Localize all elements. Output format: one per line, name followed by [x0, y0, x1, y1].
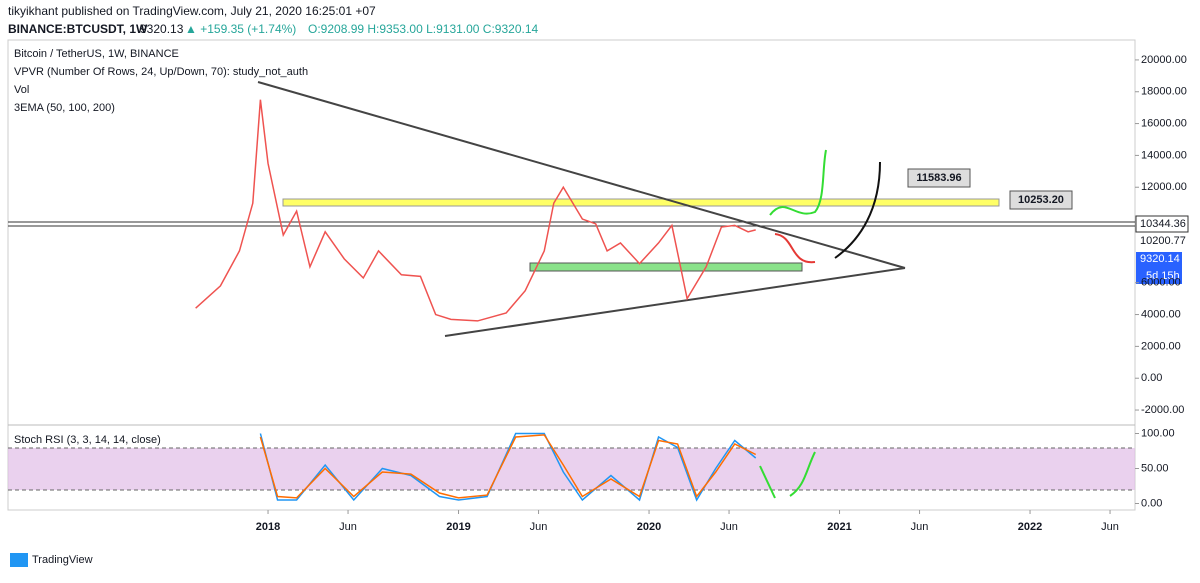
annotation: 10253.20: [1018, 194, 1064, 206]
annotation-box: [1009, 190, 1073, 210]
arrow: [769, 149, 827, 216]
legend-label: 3EMA (50, 100, 200): [14, 102, 115, 114]
y-tick-label: 0.00: [1141, 497, 1162, 509]
price-tag: [1136, 252, 1182, 284]
y-tick-label: 20000.00: [1141, 54, 1187, 66]
x-tick-label: Jun: [339, 521, 357, 533]
change: ▲ +159.35 (+1.74%): [185, 22, 296, 36]
arrow: [834, 161, 881, 259]
y-tick-label: 100.00: [1141, 427, 1175, 439]
x-tick-label: 2022: [1018, 521, 1042, 533]
logo: [10, 553, 28, 567]
ohlc: O:9208.99 H:9353.00 L:9131.00 C:9320.14: [308, 22, 539, 36]
y-tick-label: -2000.00: [1141, 404, 1184, 416]
frame: [7, 39, 1136, 511]
price-line: [195, 99, 756, 322]
legend-label: Bitcoin / TetherUS, 1W, BINANCE: [14, 48, 179, 60]
trend-line: [444, 267, 906, 337]
x-tick-label: 2020: [637, 521, 661, 533]
y-tick-label: 4000.00: [1141, 308, 1181, 320]
legend-label: VPVR (Number Of Rows, 24, Up/Down, 70): …: [14, 66, 308, 78]
trend-line: [257, 81, 906, 269]
publisher: tikyikhant published on TradingView.com,…: [8, 4, 376, 18]
support-zone: [529, 262, 803, 272]
price-tag: [1135, 215, 1189, 233]
x-tick-label: Jun: [530, 521, 548, 533]
y-tick-label: 14000.00: [1141, 149, 1187, 161]
y-tick-label: 0.00: [1141, 372, 1162, 384]
arrow: [759, 451, 816, 499]
legend-label: Stoch RSI (3, 3, 14, 14, close): [14, 434, 161, 446]
y-tick-label: 6000.00: [1141, 277, 1181, 289]
annotation: 11583.96: [916, 172, 961, 184]
annotation-box: [907, 168, 971, 188]
last: 9320.13: [140, 22, 184, 36]
price-tag-label: 9320.14: [1140, 253, 1180, 265]
x-tick-label: Jun: [720, 521, 738, 533]
arrow: [774, 233, 816, 264]
footer: TradingView: [32, 554, 93, 566]
y-tick-label: 16000.00: [1141, 117, 1187, 129]
y-tick-label: 50.00: [1141, 462, 1169, 474]
price-tag-label: 5d 15h: [1146, 270, 1180, 282]
symbol: BINANCE:BTCUSDT, 1W: [8, 22, 148, 36]
x-tick-label: Jun: [911, 521, 929, 533]
legend-label: Vol: [14, 84, 29, 96]
x-tick-label: 2021: [827, 521, 851, 533]
price-tag-label: 10344.36: [1140, 218, 1186, 230]
y-tick-label: 2000.00: [1141, 340, 1181, 352]
y-tick-label: 18000.00: [1141, 86, 1187, 98]
x-tick-label: Jun: [1101, 521, 1119, 533]
resistance-zone: [282, 198, 1000, 207]
price-tag-label: 10200.77: [1140, 235, 1186, 247]
price-line: [259, 434, 757, 499]
y-tick-label: 12000.00: [1141, 181, 1187, 193]
x-tick-label: 2019: [446, 521, 470, 533]
x-tick-label: 2018: [256, 521, 280, 533]
